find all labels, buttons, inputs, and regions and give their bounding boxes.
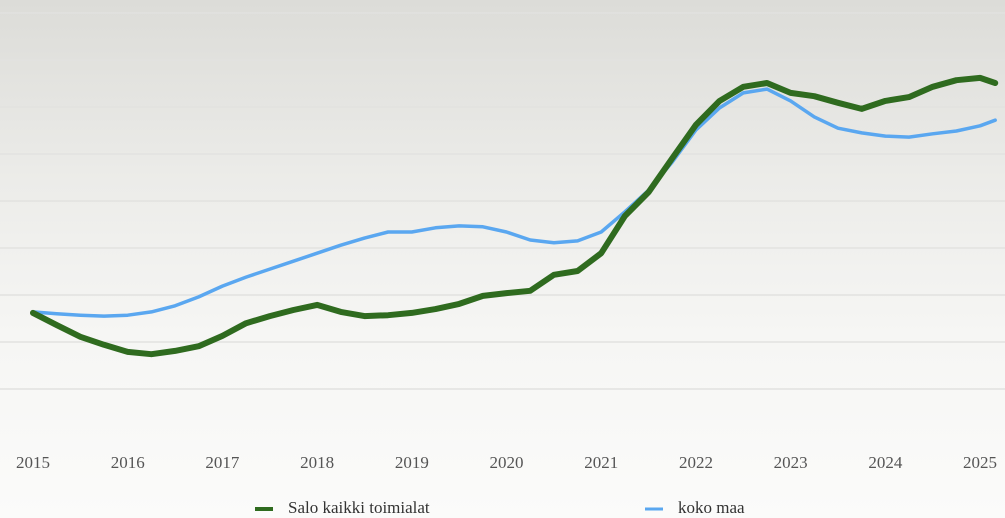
x-tick-label: 2016 bbox=[111, 453, 145, 472]
legend-label: koko maa bbox=[678, 498, 745, 517]
series-line bbox=[31, 87, 997, 318]
x-tick-label: 2023 bbox=[774, 453, 808, 472]
x-tick-label: 2018 bbox=[300, 453, 334, 472]
x-tick-label: 2017 bbox=[205, 453, 240, 472]
x-tick-label: 2019 bbox=[395, 453, 429, 472]
series-line bbox=[30, 74, 999, 358]
x-tick-label: 2015 bbox=[16, 453, 50, 472]
x-tick-label: 2021 bbox=[584, 453, 618, 472]
x-tick-label: 2020 bbox=[490, 453, 524, 472]
x-tick-label: 2022 bbox=[679, 453, 713, 472]
x-tick-label: 2025 bbox=[963, 453, 997, 472]
x-tick-label: 2024 bbox=[868, 453, 903, 472]
legend-label: Salo kaikki toimialat bbox=[288, 498, 430, 517]
